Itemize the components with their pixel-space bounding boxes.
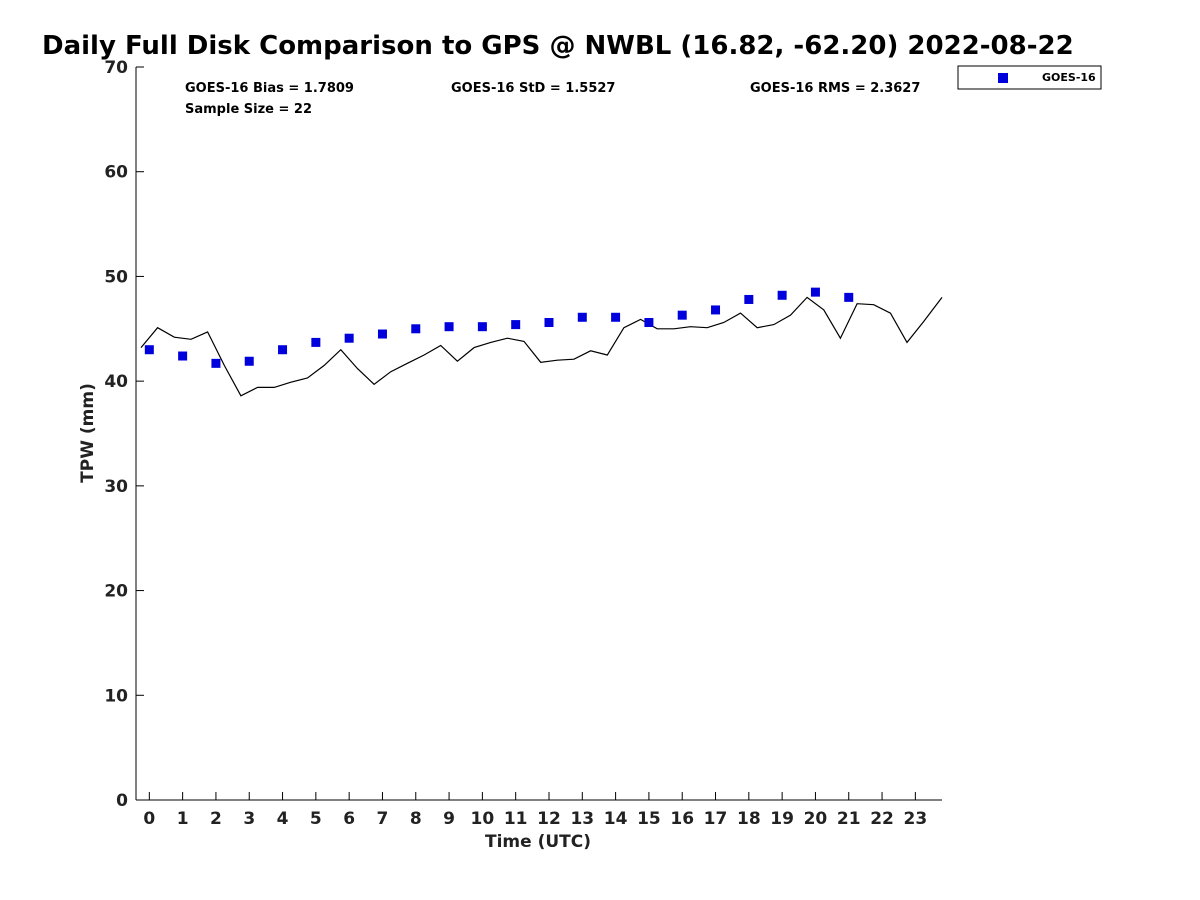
rms-stat: GOES-16 RMS = 2.3627 [750, 81, 920, 96]
x-tick-label: 7 [377, 809, 389, 829]
goes16-data-point [377, 329, 387, 339]
legend-label: GOES-16 [1042, 71, 1096, 84]
goes16-data-point [278, 345, 288, 355]
x-tick-label: 22 [870, 809, 894, 829]
std-stat: GOES-16 StD = 1.5527 [451, 81, 615, 96]
goes16-data-point [810, 287, 820, 297]
x-tick-label: 16 [670, 809, 694, 829]
goes16-data-point [844, 292, 854, 302]
goes16-data-point [677, 310, 687, 320]
x-tick-label: 8 [410, 809, 422, 829]
gps-line-series [140, 296, 943, 397]
x-tick-label: 20 [804, 809, 828, 829]
y-tick-label: 30 [104, 477, 128, 497]
goes16-data-point [511, 320, 521, 330]
x-tick-label: 23 [904, 809, 928, 829]
gps-series-line [140, 296, 943, 397]
x-tick-label: 12 [537, 809, 561, 829]
x-tick-label: 21 [837, 809, 861, 829]
x-tick-label: 11 [504, 809, 528, 829]
y-tick-label: 70 [104, 58, 128, 78]
x-tick-label: 14 [604, 809, 628, 829]
y-tick-label: 60 [104, 163, 128, 183]
y-tick-label: 0 [116, 791, 128, 811]
x-tick-label: 6 [343, 809, 355, 829]
goes16-marker-series [144, 287, 854, 368]
x-tick-label: 10 [471, 809, 495, 829]
goes16-data-point [344, 333, 354, 343]
legend-marker [998, 73, 1008, 83]
goes16-data-point [777, 290, 787, 300]
goes16-data-point [211, 358, 221, 368]
legend: GOES-16 [957, 65, 1102, 90]
x-tick-label: 1 [177, 809, 189, 829]
goes16-data-point [577, 312, 587, 322]
x-tick-label: 0 [143, 809, 155, 829]
goes16-data-point [544, 318, 554, 328]
y-tick-label: 50 [104, 267, 128, 287]
y-axis-label: TPW (mm) [78, 383, 98, 483]
y-tick-label: 10 [104, 686, 128, 706]
x-tick-label: 5 [310, 809, 322, 829]
y-tick-label: 20 [104, 582, 128, 602]
goes16-data-point [411, 324, 421, 334]
x-tick-label: 15 [637, 809, 661, 829]
goes16-data-point [477, 322, 487, 332]
x-tick-label: 2 [210, 809, 222, 829]
x-tick-label: 19 [770, 809, 794, 829]
goes16-data-point [644, 318, 654, 328]
goes16-data-point [444, 322, 454, 332]
goes16-data-point [144, 345, 154, 355]
x-axis-label: Time (UTC) [485, 832, 591, 852]
goes16-data-point [244, 356, 254, 366]
x-tick-label: 4 [277, 809, 289, 829]
y-tick-label: 40 [104, 372, 128, 392]
goes16-data-point [711, 305, 721, 315]
bias-stat: GOES-16 Bias = 1.7809 [185, 81, 354, 96]
goes16-data-point [311, 337, 321, 347]
x-tick-label: 18 [737, 809, 761, 829]
chart-title: Daily Full Disk Comparison to GPS @ NWBL… [42, 31, 1074, 61]
goes16-data-point [178, 351, 188, 361]
sample-size-stat: Sample Size = 22 [185, 102, 312, 117]
x-tick-label: 13 [570, 809, 594, 829]
x-tick-label: 17 [704, 809, 728, 829]
goes16-data-point [744, 294, 754, 304]
goes16-data-point [611, 312, 621, 322]
legend-box [957, 65, 1102, 90]
x-tick-label: 9 [443, 809, 455, 829]
x-tick-label: 3 [243, 809, 255, 829]
